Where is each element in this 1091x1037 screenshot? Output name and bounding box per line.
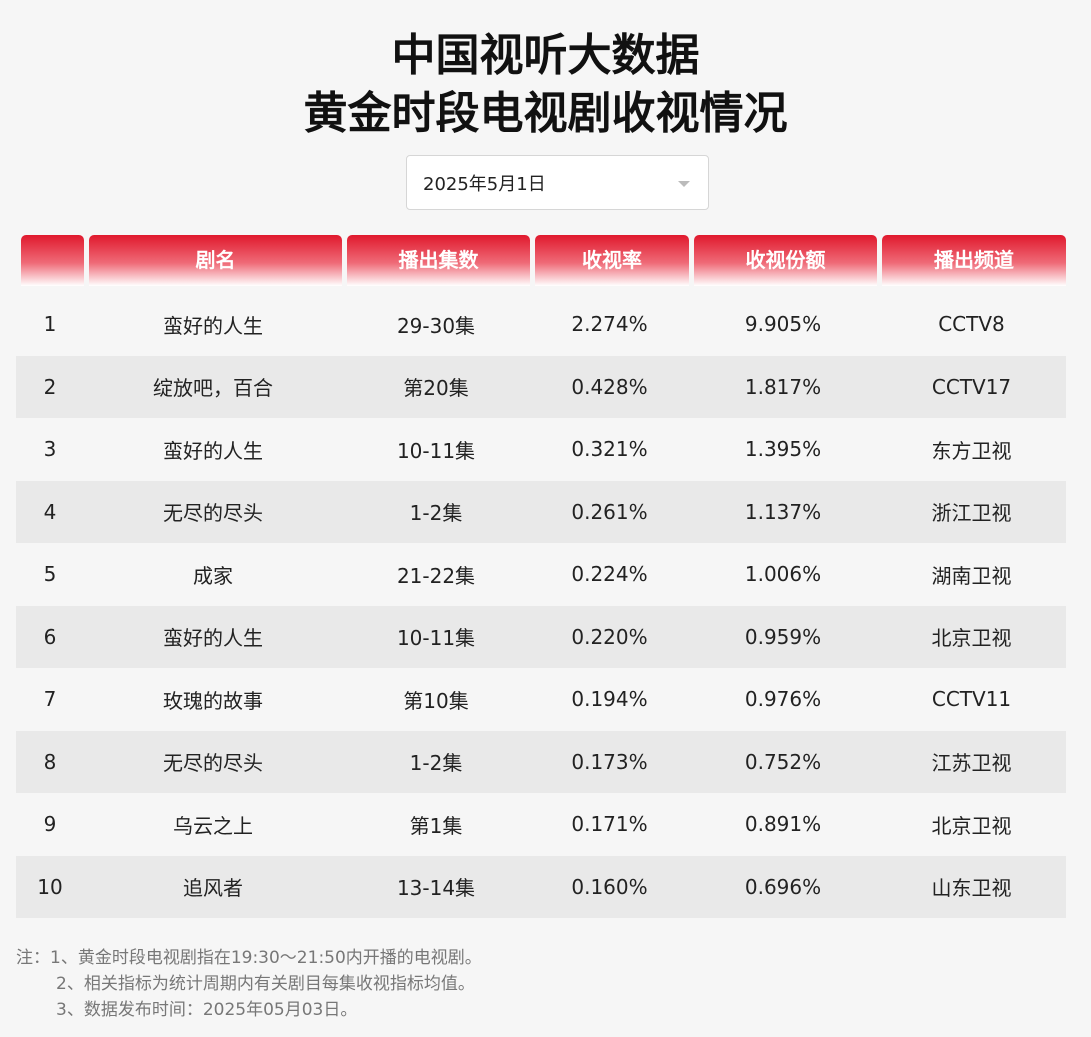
footnote-3: 3、数据发布时间：2025年05月03日。: [56, 1000, 358, 1020]
cell-title: 追风者: [183, 876, 243, 901]
footnotes: 注：1、黄金时段电视剧指在19:30～21:50内开播的电视剧。 2、相关指标为…: [16, 945, 482, 1023]
header-episodes: 播出集数: [347, 235, 530, 286]
cell-rank: 5: [43, 562, 57, 587]
cell-channel: 江苏卫视: [931, 751, 1012, 776]
footnote-2: 2、相关指标为统计周期内有关剧目每集收视指标均值。: [56, 974, 475, 994]
cell-episodes: 第20集: [403, 376, 469, 401]
cell-rating: 0.171%: [571, 812, 648, 837]
cell-channel: 北京卫视: [931, 813, 1012, 838]
cell-rating: 0.220%: [571, 624, 648, 649]
cell-rank: 6: [43, 624, 57, 649]
header-rating: 收视率: [535, 235, 689, 286]
cell-title: 蛮好的人生: [163, 313, 263, 338]
cell-share: 0.959%: [744, 624, 822, 649]
cell-title: 乌云之上: [173, 813, 253, 838]
table-row: 5 成家 21-22集 0.224% 1.006% 湖南卫视: [16, 543, 1066, 606]
table-row: 8 无尽的尽头 1-2集 0.173% 0.752% 江苏卫视: [16, 730, 1066, 793]
footnote-1: 注：1、黄金时段电视剧指在19:30～21:50内开播的电视剧。: [16, 948, 482, 968]
table-row: 9 乌云之上 第1集 0.171% 0.891% 北京卫视: [16, 793, 1066, 856]
header-share: 收视份额: [694, 235, 877, 286]
ratings-table: 1 蛮好的人生 29-30集 2.274% 9.905% CCTV8 2 绽放吧…: [16, 293, 1066, 918]
cell-episodes: 10-11集: [396, 438, 476, 463]
cell-share: 0.976%: [744, 687, 822, 712]
cell-channel: 东方卫视: [931, 438, 1012, 463]
table-row: 10 追风者 13-14集 0.160% 0.696% 山东卫视: [16, 855, 1066, 918]
cell-rank: 4: [43, 499, 57, 524]
cell-share: 9.905%: [744, 312, 822, 337]
cell-title: 蛮好的人生: [163, 626, 263, 651]
cell-episodes: 第10集: [403, 688, 469, 713]
cell-share: 0.752%: [744, 749, 822, 774]
cell-title: 玫瑰的故事: [163, 688, 263, 713]
cell-rank: 7: [43, 687, 57, 712]
cell-episodes: 13-14集: [396, 876, 476, 901]
date-select-value: 2025年5月1日: [423, 173, 546, 195]
cell-episodes: 1-2集: [409, 501, 463, 526]
cell-channel: CCTV8: [938, 312, 1005, 337]
cell-rank: 9: [43, 812, 57, 837]
cell-channel: 湖南卫视: [931, 563, 1012, 588]
cell-rank: 8: [43, 749, 57, 774]
cell-share: 0.696%: [744, 874, 822, 899]
page-title: 中国视听大数据: [391, 30, 700, 81]
table-row: 7 玫瑰的故事 第10集 0.194% 0.976% CCTV11: [16, 668, 1066, 731]
cell-rank: 1: [43, 312, 57, 337]
cell-share: 1.006%: [744, 562, 822, 587]
cell-title: 无尽的尽头: [163, 751, 263, 776]
cell-rank: 2: [43, 374, 57, 399]
cell-rank: 3: [43, 437, 57, 462]
table-row: 1 蛮好的人生 29-30集 2.274% 9.905% CCTV8: [16, 293, 1066, 356]
cell-channel: 浙江卫视: [931, 501, 1012, 526]
header-title: 剧名: [89, 235, 342, 286]
cell-share: 1.137%: [744, 499, 822, 524]
header-channel: 播出频道: [882, 235, 1066, 286]
table-row: 2 绽放吧，百合 第20集 0.428% 1.817% CCTV17: [16, 355, 1066, 418]
cell-rating: 0.173%: [571, 749, 648, 774]
cell-channel: 北京卫视: [931, 626, 1012, 651]
cell-episodes: 第1集: [409, 813, 463, 838]
cell-title: 无尽的尽头: [163, 501, 263, 526]
cell-share: 0.891%: [744, 812, 822, 837]
table-row: 6 蛮好的人生 10-11集 0.220% 0.959% 北京卫视: [16, 605, 1066, 668]
cell-channel: CCTV17: [931, 374, 1012, 399]
date-select[interactable]: 2025年5月1日: [406, 155, 709, 210]
cell-rating: 0.261%: [571, 499, 648, 524]
header-rank: [21, 235, 84, 286]
cell-episodes: 21-22集: [396, 563, 476, 588]
table-row: 4 无尽的尽头 1-2集 0.261% 1.137% 浙江卫视: [16, 480, 1066, 543]
cell-episodes: 1-2集: [409, 751, 463, 776]
cell-rating: 0.224%: [571, 562, 648, 587]
cell-episodes: 29-30集: [396, 313, 476, 338]
cell-title: 绽放吧，百合: [153, 376, 273, 401]
table-row: 3 蛮好的人生 10-11集 0.321% 1.395% 东方卫视: [16, 418, 1066, 481]
cell-rating: 2.274%: [571, 312, 648, 337]
cell-rating: 0.428%: [571, 374, 648, 399]
chevron-down-icon: [678, 181, 690, 187]
cell-rank: 10: [37, 874, 63, 899]
cell-title: 蛮好的人生: [163, 438, 263, 463]
cell-channel: CCTV11: [931, 687, 1012, 712]
cell-rating: 0.321%: [571, 437, 648, 462]
cell-channel: 山东卫视: [931, 876, 1012, 901]
cell-rating: 0.160%: [571, 874, 648, 899]
cell-share: 1.395%: [744, 437, 822, 462]
cell-share: 1.817%: [744, 374, 822, 399]
page-subtitle: 黄金时段电视剧收视情况: [303, 88, 788, 139]
cell-episodes: 10-11集: [396, 626, 476, 651]
cell-title: 成家: [193, 563, 233, 588]
cell-rating: 0.194%: [571, 687, 648, 712]
